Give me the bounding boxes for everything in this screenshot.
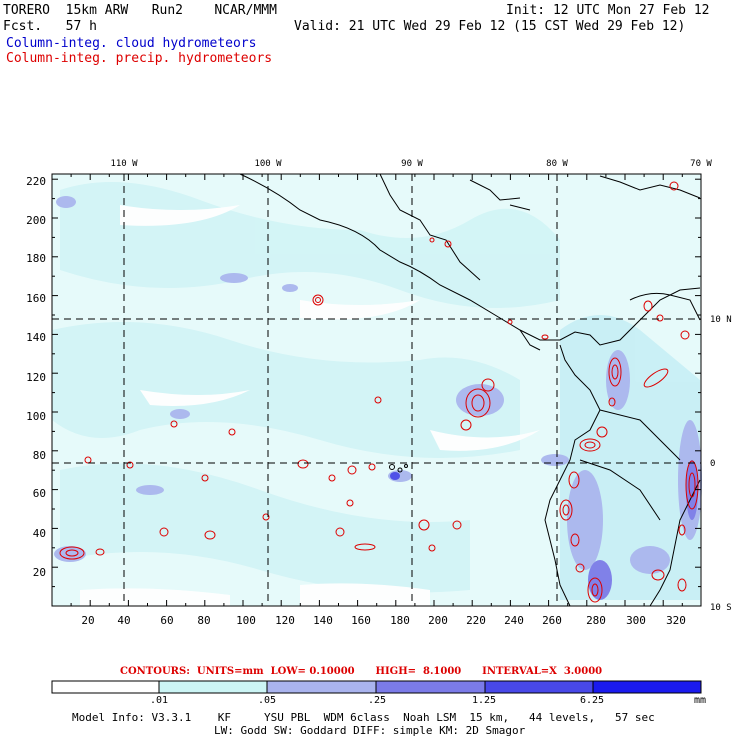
x-tick-label: 80 bbox=[197, 614, 210, 627]
y-tick-label: 140 bbox=[26, 331, 46, 344]
colorbar-bin bbox=[267, 681, 376, 693]
y-tick-label: 100 bbox=[26, 410, 46, 423]
lat-lon-grid bbox=[52, 174, 701, 606]
colorbar-unit: mm bbox=[694, 695, 707, 706]
lon-label-90w: 90 W bbox=[401, 159, 423, 169]
valid-time: Valid: 21 UTC Wed 29 Feb 12 (15 CST Wed … bbox=[294, 19, 686, 34]
lon-label-70w: 70 W bbox=[690, 159, 712, 169]
x-tick-label: 260 bbox=[542, 614, 562, 627]
lat-label-10s: 10 S bbox=[710, 603, 732, 613]
x-tick-label: 220 bbox=[466, 614, 486, 627]
colorbar-bin bbox=[593, 681, 701, 693]
lat-label-10n: 10 N bbox=[710, 315, 732, 325]
x-tick-label: 140 bbox=[313, 614, 333, 627]
colorbar-bin bbox=[376, 681, 485, 693]
lat-label-0: 0 bbox=[710, 459, 715, 469]
x-tick-label: 300 bbox=[626, 614, 646, 627]
colorbar-label: .25 bbox=[368, 695, 387, 706]
colorbar-bin bbox=[159, 681, 267, 693]
galapagos-islands bbox=[389, 464, 408, 473]
y-tick-label: 220 bbox=[26, 175, 46, 188]
physics-info: LW: Godd SW: Goddard DIFF: simple KM: 2D… bbox=[214, 724, 526, 737]
lon-label-110w: 110 W bbox=[110, 159, 138, 169]
x-tick-label: 200 bbox=[428, 614, 448, 627]
x-tick-label: 40 bbox=[117, 614, 130, 627]
cloud-field-shading bbox=[52, 182, 702, 606]
colorbar-bin bbox=[485, 681, 593, 693]
x-tick-label: 20 bbox=[81, 614, 94, 627]
x-tick-label: 120 bbox=[275, 614, 295, 627]
x-tick-label: 320 bbox=[666, 614, 686, 627]
y-tick-label: 20 bbox=[33, 566, 46, 579]
lon-label-100w: 100 W bbox=[254, 159, 282, 169]
colorbar-label: 1.25 bbox=[472, 695, 497, 706]
colorbar bbox=[51, 680, 702, 694]
colorbar-bin bbox=[52, 681, 159, 693]
x-tick-label: 100 bbox=[236, 614, 256, 627]
precip-field-label: Column-integ. precip. hydrometeors bbox=[6, 51, 273, 66]
contours-info: CONTOURS: UNITS=mm LOW= 0.10000 HIGH= 8.… bbox=[120, 666, 603, 677]
x-tick-label: 240 bbox=[504, 614, 524, 627]
init-time: Init: 12 UTC Mon 27 Feb 12 bbox=[506, 3, 710, 18]
y-tick-label: 160 bbox=[26, 292, 46, 305]
cloud-field-label: Column-integ. cloud hydrometeors bbox=[6, 36, 257, 51]
model-title: TORERO 15km ARW Run2 NCAR/MMM bbox=[3, 3, 277, 18]
x-tick-label: 280 bbox=[586, 614, 606, 627]
axis-ticks bbox=[51, 174, 701, 607]
x-tick-label: 160 bbox=[351, 614, 371, 627]
lon-label-80w: 80 W bbox=[546, 159, 568, 169]
y-tick-label: 200 bbox=[26, 214, 46, 227]
y-tick-label: 80 bbox=[33, 449, 46, 462]
model-info: Model Info: V3.3.1 KF YSU PBL WDM 6class… bbox=[72, 711, 655, 724]
y-tick-label: 40 bbox=[33, 527, 46, 540]
x-tick-label: 60 bbox=[160, 614, 173, 627]
precip-contours bbox=[59, 181, 699, 603]
y-tick-label: 180 bbox=[26, 252, 46, 265]
y-tick-label: 60 bbox=[33, 487, 46, 500]
coastlines bbox=[239, 173, 701, 607]
colorbar-label: 6.25 bbox=[580, 695, 605, 706]
x-tick-label: 180 bbox=[390, 614, 410, 627]
forecast-hour: Fcst. 57 h bbox=[3, 19, 97, 34]
colorbar-label: .05 bbox=[258, 695, 277, 706]
y-tick-label: 120 bbox=[26, 371, 46, 384]
colorbar-label: .01 bbox=[150, 695, 169, 706]
